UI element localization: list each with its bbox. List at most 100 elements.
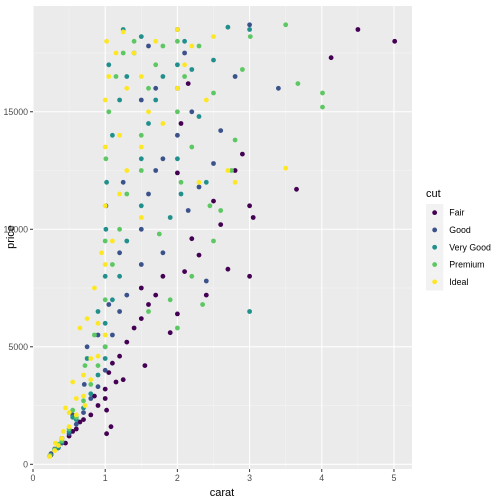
data-point <box>106 370 112 375</box>
data-point <box>247 273 253 279</box>
data-point <box>102 396 108 401</box>
data-point <box>138 226 144 232</box>
data-point <box>247 34 253 39</box>
data-point <box>178 191 184 197</box>
data-point <box>211 238 216 244</box>
data-point <box>175 85 180 91</box>
major-grid <box>32 6 412 469</box>
data-point <box>104 38 109 44</box>
series-ideal <box>47 27 289 459</box>
data-point <box>146 109 151 115</box>
data-point <box>138 262 144 267</box>
data-point <box>124 238 130 244</box>
data-point <box>196 252 202 258</box>
legend-label: Ideal <box>449 277 468 287</box>
data-point <box>95 332 101 338</box>
data-point <box>70 407 76 413</box>
data-point <box>102 238 108 244</box>
legend: cut Fair Good Very Good Premium Ideal <box>426 188 491 291</box>
data-point <box>106 62 112 68</box>
data-point <box>153 97 159 103</box>
data-point <box>232 74 238 79</box>
data-point <box>104 179 109 185</box>
data-point <box>63 405 68 411</box>
data-point <box>138 215 144 220</box>
data-point <box>142 363 148 368</box>
data-point <box>178 121 184 126</box>
data-point <box>189 67 195 72</box>
data-point <box>355 27 361 32</box>
data-point <box>146 302 151 307</box>
data-point <box>320 104 325 110</box>
data-point <box>189 109 195 115</box>
data-point <box>95 353 101 359</box>
data-point <box>175 311 180 317</box>
x-tick-label: 0 <box>31 473 36 483</box>
data-point <box>175 38 180 44</box>
data-point <box>81 382 87 387</box>
data-point <box>295 81 301 86</box>
data-point <box>95 320 101 326</box>
data-point <box>225 266 231 272</box>
data-point <box>225 168 231 173</box>
data-point <box>240 67 245 72</box>
data-point <box>88 391 94 397</box>
data-point <box>106 302 112 307</box>
data-point <box>232 137 238 143</box>
data-point <box>294 186 299 192</box>
data-point <box>203 179 209 185</box>
data-point <box>120 377 126 383</box>
data-point <box>218 222 224 228</box>
data-point <box>81 410 86 415</box>
data-point <box>110 132 115 138</box>
data-point <box>99 250 104 256</box>
data-point <box>124 339 130 345</box>
data-point <box>102 386 108 392</box>
data-point <box>247 22 253 28</box>
data-point <box>113 379 119 385</box>
data-point <box>124 74 130 79</box>
data-point <box>247 309 253 314</box>
data-point <box>207 203 213 209</box>
data-point <box>70 379 76 385</box>
data-point <box>146 43 151 49</box>
data-point <box>182 269 188 274</box>
data-point <box>88 356 94 361</box>
data-point <box>175 132 180 138</box>
legend-items: Fair Good Very Good Premium Ideal <box>426 204 491 291</box>
data-point <box>117 353 122 359</box>
data-point <box>106 109 112 115</box>
x-tick-label: 4 <box>319 473 324 483</box>
data-point <box>218 208 224 213</box>
data-point <box>84 316 90 321</box>
data-point <box>153 168 159 173</box>
y-axis-ticks: 0 5000 10000 15000 <box>4 107 33 469</box>
data-point <box>124 85 130 91</box>
data-point <box>117 132 122 138</box>
data-point <box>120 50 126 56</box>
data-point <box>203 97 209 103</box>
data-point <box>232 168 238 173</box>
data-point <box>240 151 245 157</box>
data-point <box>66 424 72 430</box>
data-point <box>103 226 109 232</box>
data-point <box>120 29 126 35</box>
data-point <box>113 74 119 79</box>
data-point <box>138 132 144 138</box>
data-point <box>153 292 159 298</box>
x-axis-ticks: 0 1 2 3 4 5 <box>31 469 396 483</box>
legend-label: Fair <box>449 208 464 218</box>
data-point <box>66 410 72 415</box>
legend-swatch <box>432 210 438 216</box>
data-point <box>110 360 115 366</box>
data-point <box>124 191 130 197</box>
data-point <box>108 424 114 430</box>
data-point <box>117 273 122 279</box>
data-point <box>70 414 76 420</box>
data-point <box>102 367 108 373</box>
data-point <box>138 144 144 150</box>
data-point <box>138 74 144 79</box>
data-point <box>88 412 94 418</box>
data-point <box>211 161 216 166</box>
